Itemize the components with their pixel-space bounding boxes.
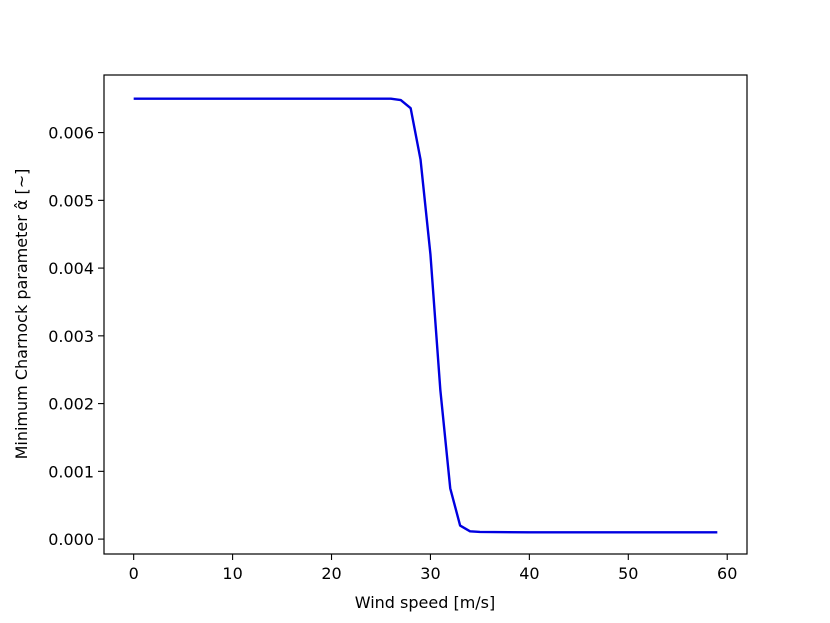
plot-frame: [103, 74, 748, 555]
x-tick-label: 20: [321, 564, 341, 583]
y-axis-label: Minimum Charnock parameter α̂ [~]: [12, 169, 31, 460]
y-tick-label: 0.001: [48, 462, 94, 481]
y-tick-label: 0.003: [48, 327, 94, 346]
y-tick-label: 0.006: [48, 124, 94, 143]
x-tick-label: 40: [519, 564, 539, 583]
series-line-0: [133, 97, 718, 534]
series-layer: [133, 97, 718, 534]
x-axis: 0 10 20 30 40 50 60: [129, 554, 737, 583]
x-tick-label: 0: [129, 564, 139, 583]
y-tick-label: 0.005: [48, 191, 94, 210]
x-tick-label: 60: [717, 564, 737, 583]
y-tick-label: 0.000: [48, 530, 94, 549]
x-tick-label: 10: [222, 564, 242, 583]
x-tick-label: 50: [618, 564, 638, 583]
y-tick-label: 0.002: [48, 395, 94, 414]
y-tick-label: 0.004: [48, 259, 94, 278]
x-tick-label: 30: [420, 564, 440, 583]
x-axis-label: Wind speed [m/s]: [355, 593, 496, 612]
y-axis: 0.000 0.001 0.002 0.003 0.004 0.005 0.006: [48, 124, 104, 549]
